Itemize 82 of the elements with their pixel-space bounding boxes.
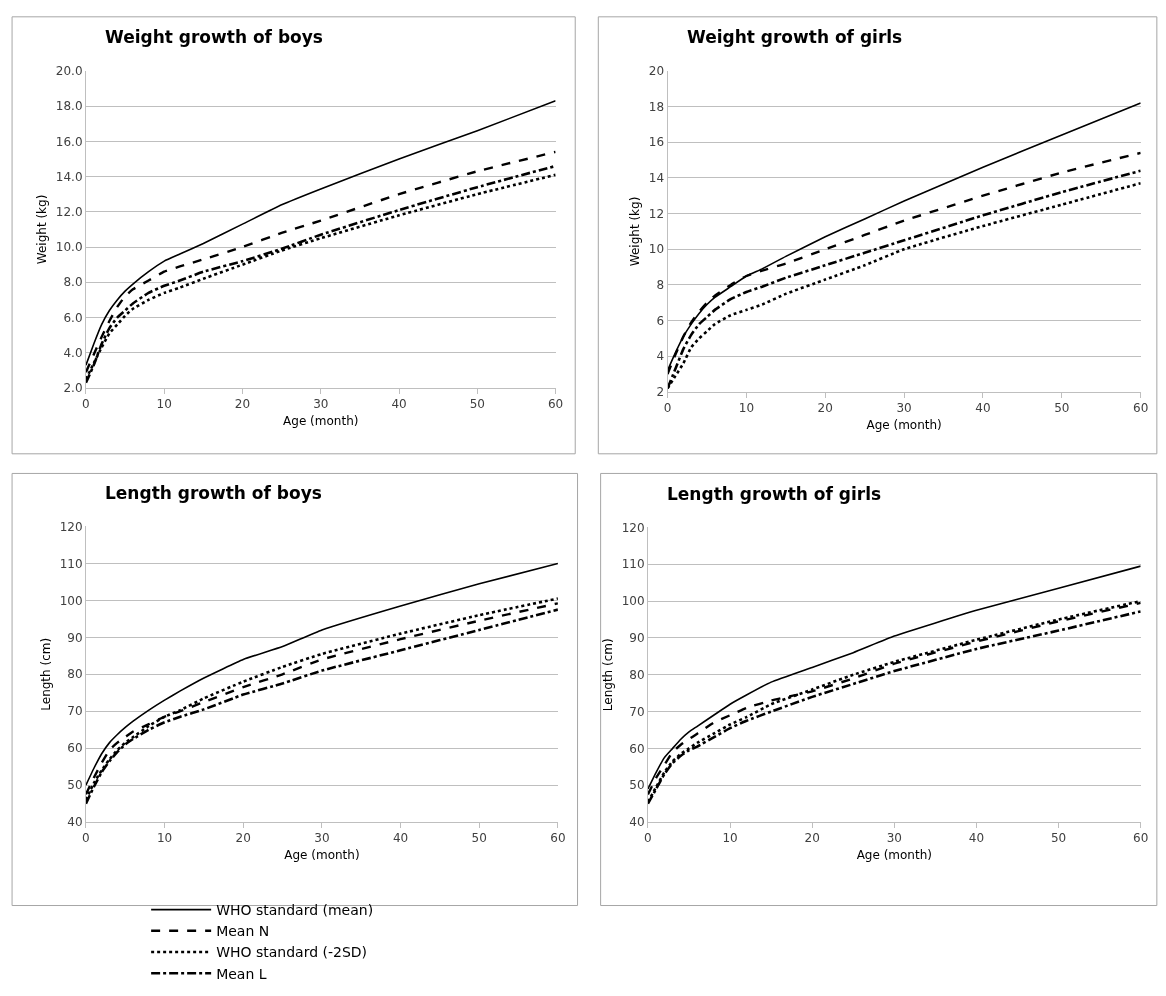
x-tick-label: 20: [234, 397, 251, 412]
x-tick-label: 20: [804, 831, 820, 846]
y-tick-label: 110: [59, 556, 83, 571]
y-tick-label: 4: [656, 349, 665, 364]
y-axis-title: Weight (kg): [628, 196, 643, 267]
y-tick-label: 120: [59, 519, 83, 534]
y-tick-label: 50: [67, 778, 83, 793]
x-tick-label: 10: [738, 401, 755, 416]
x-tick-label: 60: [550, 831, 566, 846]
y-tick-label: 16.0: [55, 134, 83, 149]
y-tick-label: 4.0: [63, 345, 83, 360]
chart-title: Length growth of boys: [105, 483, 322, 503]
x-tick-label: 0: [82, 397, 90, 412]
x-axis-title: Age (month): [856, 848, 932, 863]
legend-label: Mean L: [216, 965, 267, 982]
x-tick-label: 20: [817, 401, 833, 416]
x-tick-label: 30: [313, 397, 329, 412]
y-tick-label: 80: [67, 667, 83, 682]
x-tick-label: 40: [391, 397, 407, 412]
chart-title: Weight growth of boys: [105, 27, 323, 47]
y-tick-label: 50: [629, 778, 645, 793]
y-tick-label: 6.0: [63, 310, 83, 325]
x-tick-label: 30: [896, 401, 912, 416]
x-tick-label: 50: [1054, 401, 1070, 416]
y-tick-label: 18: [648, 99, 665, 114]
x-tick-label: 60: [1133, 401, 1149, 416]
y-tick-label: 10: [648, 242, 665, 257]
x-tick-label: 50: [471, 831, 487, 846]
y-tick-label: 6: [656, 313, 665, 328]
y-tick-label: 90: [67, 630, 83, 645]
legend-label: WHO standard (mean): [216, 902, 374, 919]
y-tick-label: 70: [629, 704, 645, 719]
x-tick-label: 30: [886, 831, 902, 846]
x-tick-label: 20: [235, 831, 251, 846]
x-tick-label: 40: [975, 401, 991, 416]
y-tick-label: 110: [621, 557, 645, 572]
x-axis-title: Age (month): [284, 848, 360, 863]
x-tick-label: 50: [1050, 831, 1067, 846]
y-tick-label: 12.0: [55, 205, 83, 219]
y-tick-label: 60: [629, 741, 645, 756]
y-tick-label: 20: [648, 64, 665, 79]
x-tick-label: 0: [644, 831, 652, 846]
y-tick-label: 70: [67, 704, 83, 719]
y-tick-label: 2: [656, 385, 665, 400]
x-tick-label: 40: [392, 831, 409, 846]
x-tick-label: 60: [547, 397, 564, 412]
y-axis-title: Weight (kg): [35, 194, 50, 265]
y-tick-label: 18.0: [55, 99, 83, 114]
y-tick-label: 40: [67, 815, 83, 830]
x-tick-label: 50: [469, 397, 485, 412]
y-tick-label: 20.0: [55, 64, 83, 79]
y-axis-title: Length (cm): [38, 637, 53, 711]
chart-title: Length growth of girls: [667, 484, 882, 504]
x-tick-label: 30: [314, 831, 330, 846]
x-tick-label: 0: [663, 401, 672, 416]
y-tick-label: 60: [67, 741, 83, 756]
x-tick-label: 10: [722, 831, 738, 846]
x-tick-label: 10: [156, 397, 172, 412]
y-tick-label: 100: [59, 593, 83, 608]
x-tick-label: 0: [82, 831, 90, 846]
y-tick-label: 10.0: [55, 240, 83, 255]
y-tick-label: 120: [621, 520, 645, 535]
x-axis-title: Age (month): [866, 418, 942, 433]
y-tick-label: 80: [629, 667, 645, 682]
x-tick-label: 10: [156, 831, 173, 846]
y-tick-label: 16: [648, 135, 665, 150]
y-axis-title: Length (cm): [600, 638, 615, 712]
legend-label: WHO standard (-2SD): [216, 944, 368, 961]
legend-label: Mean N: [216, 923, 270, 940]
y-tick-label: 2.0: [63, 381, 83, 396]
chart-title: Weight growth of girls: [687, 27, 903, 47]
y-tick-label: 40: [629, 815, 645, 830]
y-tick-label: 90: [629, 631, 645, 646]
x-axis-title: Age (month): [283, 414, 359, 429]
x-tick-label: 40: [968, 831, 985, 846]
y-tick-label: 14.0: [55, 169, 83, 184]
y-tick-label: 14: [648, 171, 665, 186]
y-tick-label: 8: [656, 278, 665, 293]
y-tick-label: 8.0: [63, 275, 83, 290]
x-tick-label: 60: [1133, 831, 1149, 846]
y-tick-label: 100: [621, 594, 645, 609]
y-tick-label: 12: [648, 206, 665, 221]
